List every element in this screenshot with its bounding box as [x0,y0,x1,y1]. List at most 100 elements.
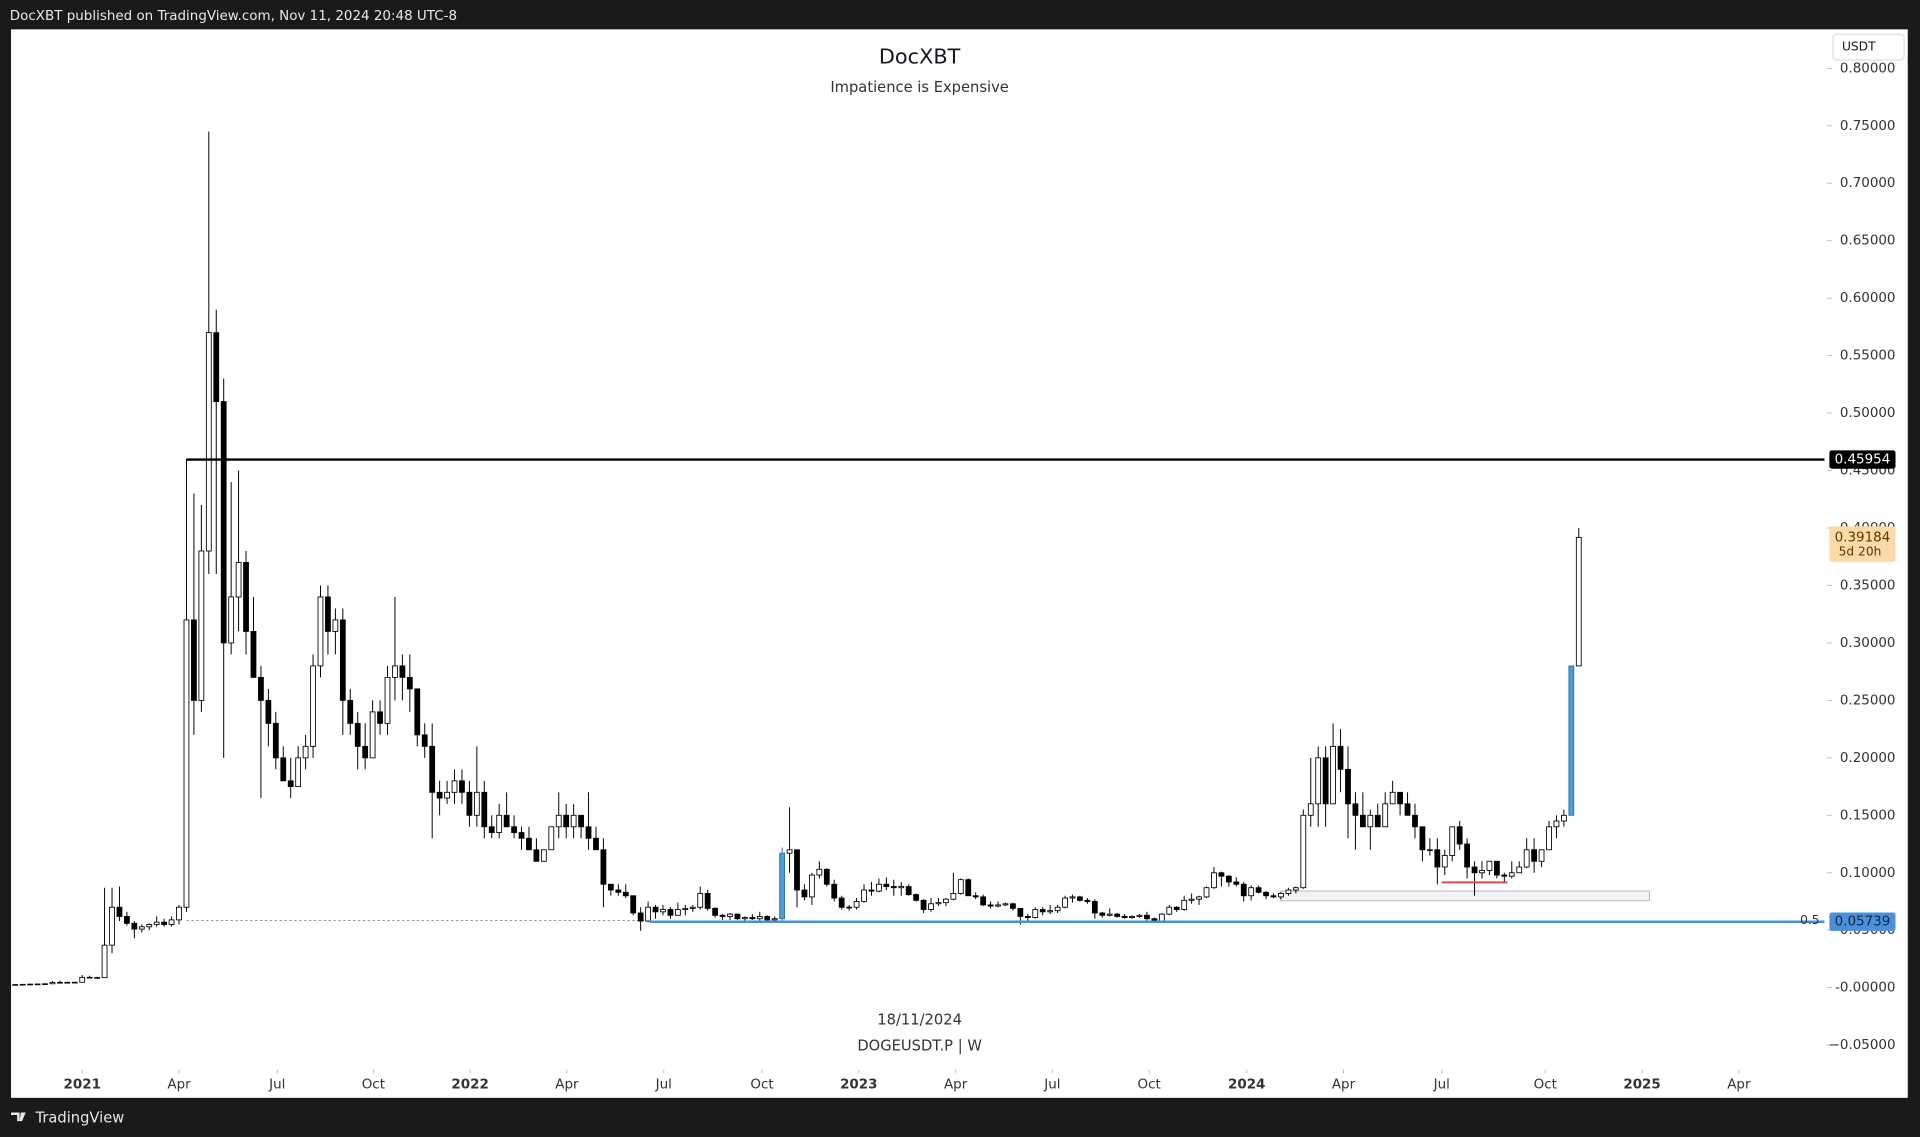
candle-body [980,896,987,906]
candle-body [1106,913,1113,916]
y-tick-label: 0.50000 [1840,406,1896,421]
candle-body [1434,849,1441,868]
candle-body [191,619,197,701]
x-tick-label: Oct [1138,1077,1161,1092]
candle-body [287,780,294,788]
candle-body [1255,887,1262,893]
chart-panel [11,29,1908,1098]
y-tick-label: 0.35000 [1840,578,1896,593]
candle-body [250,631,257,678]
candle-body [667,909,674,916]
candle-body [1211,872,1217,889]
candle-body [943,898,949,904]
candle-body [1426,849,1433,851]
y-tick-label: 0.55000 [1840,349,1896,364]
candle-body [1397,791,1403,805]
candle-body [816,868,823,876]
candle-body [444,791,450,799]
candle-body [377,711,383,724]
candle-body [1307,803,1314,816]
candle-body [57,981,63,984]
candle-body [1091,901,1098,914]
candle-body [645,906,651,922]
x-tick-label: Jul [268,1077,285,1092]
candle-body [1173,906,1180,910]
candle-body [138,926,145,930]
candle-body [972,895,979,898]
candle-body [578,814,584,828]
x-tick-label: Oct [1534,1077,1557,1092]
brand-logo [11,1112,26,1122]
candle-body [1240,883,1247,897]
x-tick-label: Apr [944,1077,968,1092]
candle-body [1568,665,1575,816]
candle-body [540,849,547,862]
candle-body [1084,899,1091,902]
candle-body [235,562,242,598]
currency-box [1832,33,1905,61]
candle-body [451,780,458,793]
candle-body [19,983,26,986]
y-tick-label: 0.75000 [1840,119,1896,134]
candle-body [1389,791,1396,805]
candle-body [920,899,927,910]
candle-body [131,922,138,930]
candle-body [109,906,115,946]
candle-body [1330,745,1336,805]
candle-body [1077,896,1083,901]
candle-body [727,913,733,917]
last-price: 0.39184 [1835,530,1891,545]
candle-body [116,906,123,917]
candle-body [213,332,220,403]
candle-body [1494,860,1500,876]
brand: TradingView [35,1110,125,1127]
candle-body [1017,907,1024,917]
candle-body [630,895,637,914]
candle-body [890,886,897,889]
candle-body [317,596,324,667]
candle-body [823,868,830,885]
candle-body [1479,870,1485,874]
candle-body [950,893,957,900]
candle-body [600,849,607,885]
x-tick-label: Oct [362,1077,385,1092]
candle-body [1039,909,1046,913]
candle-body [637,912,644,922]
candle-body [332,619,339,632]
candle-body [228,596,235,644]
candle-body [362,745,369,759]
candle-body [1575,536,1582,667]
y-tick-label: −0.05000 [1829,1038,1896,1053]
candle-body [1069,896,1076,899]
candle-body [756,916,763,920]
chart-title: DocXBT [879,45,961,69]
candle-body [898,886,905,889]
candle-body [1449,826,1456,856]
candle-body [853,901,860,908]
candle-body [406,676,413,690]
candle-body [503,814,510,828]
candle-body [1218,872,1225,877]
candle-body [1419,826,1426,851]
x-tick-label: Apr [167,1077,191,1092]
candle-body [764,916,771,921]
candle-body [987,904,994,907]
candle-body [168,919,175,925]
candle-body [258,676,264,701]
x-tick-label: 2025 [1623,1077,1660,1092]
candle-body [205,332,212,552]
y-tick-label: 0.25000 [1840,693,1896,708]
candle-body [585,826,592,839]
candle-body [473,791,480,816]
candle-body [421,734,428,747]
candle-body [1114,913,1121,917]
y-tick-label: 0.80000 [1840,61,1896,76]
candle-body [704,893,711,909]
candle-body [1315,757,1322,805]
x-tick-label: Oct [750,1077,773,1092]
candle-body [622,891,629,897]
x-tick-label: Jul [655,1077,672,1092]
candle-body [153,921,160,925]
chart-subtitle: Impatience is Expensive [830,79,1008,96]
